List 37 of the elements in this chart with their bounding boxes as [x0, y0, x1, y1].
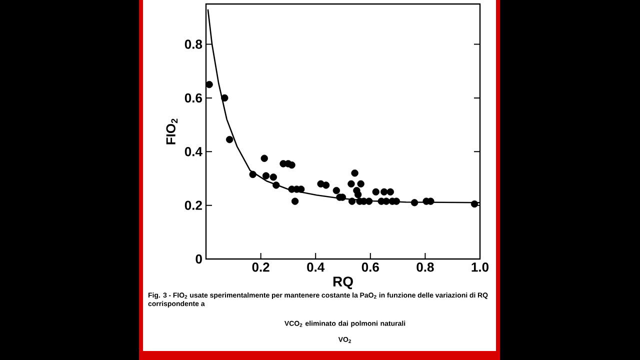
y-tick-label: 0.8 — [184, 40, 202, 49]
point — [249, 170, 256, 178]
x-tick-label: 1.0 — [472, 262, 489, 272]
point — [357, 180, 364, 188]
point — [260, 154, 268, 162]
point — [354, 190, 362, 198]
point — [291, 198, 299, 205]
point — [270, 174, 278, 181]
x-tick-label: 0.8 — [416, 262, 434, 272]
point — [272, 182, 280, 189]
point — [470, 200, 478, 208]
point — [380, 188, 388, 196]
point — [386, 188, 394, 196]
point — [365, 198, 373, 205]
x-axis-title: RQ — [333, 276, 353, 290]
point — [348, 180, 355, 188]
point — [427, 198, 434, 205]
point — [332, 186, 340, 194]
point — [288, 161, 296, 169]
point — [226, 136, 234, 144]
point — [382, 198, 390, 205]
y-tick-label: 0.6 — [184, 93, 202, 103]
x-tick-label: 0.4 — [307, 262, 325, 272]
y-tick-label: 0.4 — [184, 147, 202, 156]
point — [262, 172, 270, 180]
point — [206, 80, 213, 88]
y-axis-title: FIO$_{2}$ — [166, 118, 178, 144]
point — [410, 199, 418, 206]
y-tick-label: 0.2 — [184, 200, 202, 210]
x-tick-label: 0.2 — [252, 262, 270, 272]
point — [221, 94, 228, 102]
point — [372, 188, 380, 196]
y-tick-label: 0 — [196, 254, 202, 264]
x-tick-label: 0.6 — [362, 262, 379, 272]
point — [351, 170, 358, 177]
point — [322, 182, 330, 189]
point — [348, 198, 356, 205]
